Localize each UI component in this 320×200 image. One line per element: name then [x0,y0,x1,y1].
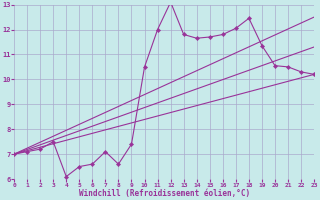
X-axis label: Windchill (Refroidissement éolien,°C): Windchill (Refroidissement éolien,°C) [78,189,250,198]
